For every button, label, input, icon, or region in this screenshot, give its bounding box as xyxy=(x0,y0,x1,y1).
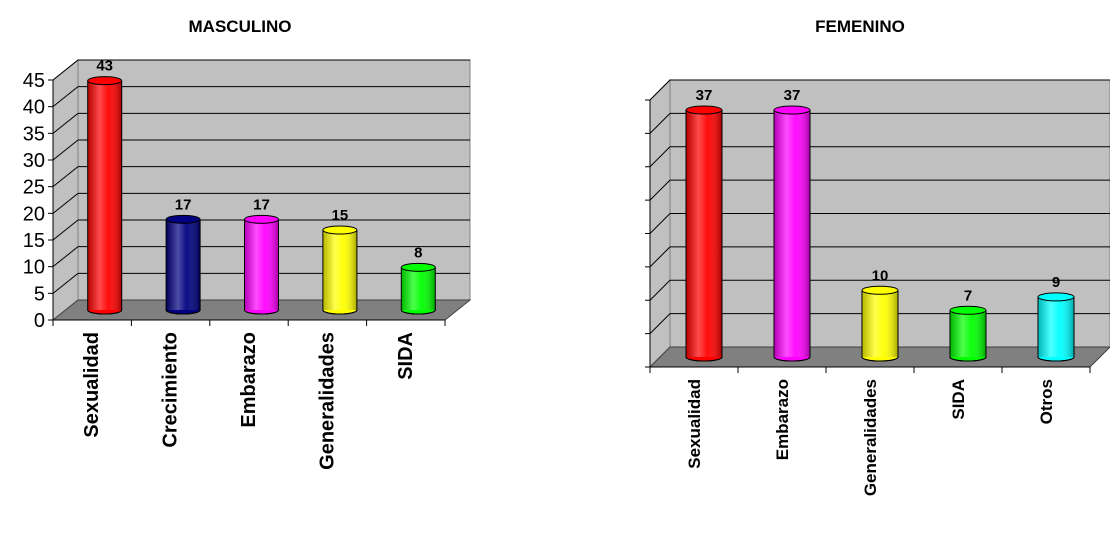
category-label: Embarazo xyxy=(238,332,260,428)
bar-otros xyxy=(1037,292,1075,362)
category-label: SIDA xyxy=(949,379,968,420)
bar-generalidades xyxy=(322,225,358,315)
y-tick-label: 35 xyxy=(23,123,45,145)
data-label: 37 xyxy=(696,87,713,104)
gridline-side xyxy=(649,179,671,201)
category-label: Generalidades xyxy=(316,332,338,470)
category-label: Otros xyxy=(1037,379,1056,424)
bar-crecimiento xyxy=(165,214,201,315)
masculino-chart: MASCULINO 0 5 10 15 20 25 30 35 40 45 43 Sexualidad… xyxy=(23,17,472,470)
y-tick-label: 15 xyxy=(23,230,45,252)
bar-generalidades xyxy=(861,285,899,362)
femenino-chart: FEMENINO 37 Sexualidad 37 Embarazo 10 General… xyxy=(645,17,1110,496)
y-tick-label: 0 xyxy=(34,310,45,332)
gridline-side xyxy=(649,279,671,301)
category-label: Sexualidad xyxy=(81,332,103,438)
y-tick-label: 10 xyxy=(23,257,45,279)
gridline-side xyxy=(52,192,79,214)
y-tick-label: 5 xyxy=(34,283,45,305)
data-label: 37 xyxy=(784,87,801,104)
gridline-side xyxy=(52,219,79,241)
category-label: Sexualidad xyxy=(685,379,704,469)
bar-embarazo xyxy=(244,214,279,315)
gridline-side xyxy=(52,86,79,108)
gridline-side xyxy=(649,246,671,268)
data-label: 15 xyxy=(332,207,349,224)
gridline-side xyxy=(52,246,79,268)
data-label: 17 xyxy=(253,196,270,213)
gridline-side xyxy=(52,166,79,188)
chart-title: MASCULINO xyxy=(189,17,292,36)
data-label: 9 xyxy=(1052,274,1060,291)
data-label: 17 xyxy=(175,196,192,213)
plot-side-wall xyxy=(52,58,79,322)
gridline-side xyxy=(52,59,79,81)
y-tick-label: 20 xyxy=(23,203,45,225)
gridline-side xyxy=(52,272,79,294)
data-label: 10 xyxy=(872,267,889,284)
gridline-side xyxy=(649,79,671,101)
data-label: 43 xyxy=(96,58,113,75)
y-tick-label: 45 xyxy=(23,70,45,92)
bar-sida xyxy=(400,262,436,315)
gridline-side xyxy=(52,139,79,161)
data-label: 7 xyxy=(964,287,972,304)
bar-embarazo xyxy=(773,105,811,362)
gridline-side xyxy=(52,112,79,134)
y-tick-label: 25 xyxy=(23,177,45,199)
category-label: Embarazo xyxy=(773,379,792,460)
gridline-side xyxy=(649,313,671,334)
bar-sexualidad xyxy=(87,76,123,315)
category-label: SIDA xyxy=(395,332,417,380)
chart-title: FEMENINO xyxy=(815,17,905,36)
gridline-side xyxy=(649,146,671,168)
category-label: Crecimiento xyxy=(160,332,182,448)
bar-sexualidad xyxy=(685,105,723,362)
y-tick-label: 40 xyxy=(23,97,45,119)
gridline-side xyxy=(649,213,671,234)
y-tick-label: 30 xyxy=(23,150,45,172)
gridline-side xyxy=(649,113,671,134)
category-label: Generalidades xyxy=(861,379,880,496)
bar-sida xyxy=(949,305,987,362)
data-label: 8 xyxy=(414,244,422,261)
